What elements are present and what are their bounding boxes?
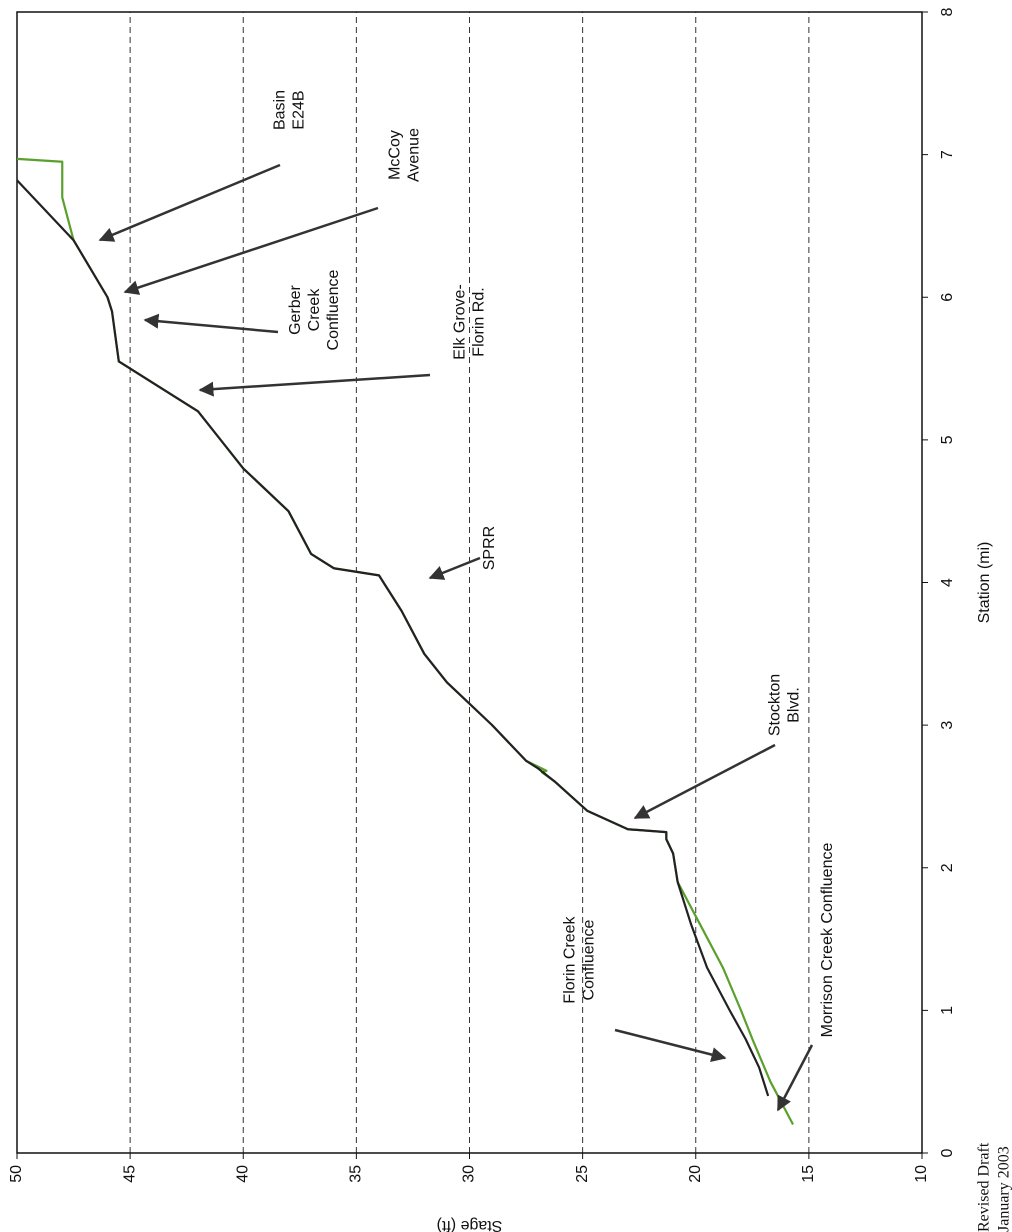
annotation-arrow [776,1044,814,1112]
annotation-arrow [614,1028,727,1062]
x-tick-label: 5 [939,435,956,444]
annotation-arrow [143,313,279,334]
annotation-arrow [428,556,481,580]
annotation: Elk Grove- [452,284,469,360]
annotation-arrow [198,373,431,397]
annotation-arrow [633,743,776,820]
x-tick-label: 3 [939,721,956,730]
annotation: Creek [306,288,323,332]
y-tick-label: 45 [121,1165,138,1183]
annotation: E24B [291,90,308,129]
annotation: Avenue [406,128,423,182]
y-tick-label: 50 [8,1165,25,1183]
x-tick-label: 7 [939,150,956,159]
x-tick-label: 8 [939,7,956,16]
plot-frame [16,11,923,1154]
annotation: SPRR [481,526,498,570]
annotation: Blvd. [786,687,803,723]
y-tick-label: 40 [234,1165,251,1183]
annotation: Confluence [581,919,598,1000]
y-tick-label: 15 [800,1165,817,1183]
annotation: Stockton [767,674,784,736]
y-axis-title: Stage (ft) [437,1217,503,1232]
annotation: Basin [272,90,289,130]
annotation: Morrison Creek Confluence [819,843,836,1038]
data-line [16,179,770,1097]
data-line [16,157,795,1125]
annotation: McCoy [387,130,404,180]
y-tick-label: 20 [687,1165,704,1183]
x-axis-title: Station (mi) [976,542,993,624]
x-tick-label: 2 [939,863,956,872]
footer-note: Revised Draft [976,1142,993,1232]
y-tick-label: 25 [574,1165,591,1183]
x-tick-label: 0 [939,1148,956,1157]
footer-note: January 2003 [996,1146,1012,1232]
x-tick-label: 6 [939,293,956,302]
annotation: Gerber [287,284,304,334]
annotation-arrow [98,163,281,242]
x-tick-label: 4 [939,578,956,587]
annotation: Florin Rd. [471,287,488,356]
annotation: Florin Creek [562,915,579,1003]
x-tick-label: 1 [939,1006,956,1015]
y-tick-label: 35 [348,1165,365,1183]
y-tick-label: 30 [461,1165,478,1183]
y-tick-label: 10 [913,1165,930,1183]
annotation-arrow [123,206,379,295]
annotation: Confluence [325,269,342,350]
